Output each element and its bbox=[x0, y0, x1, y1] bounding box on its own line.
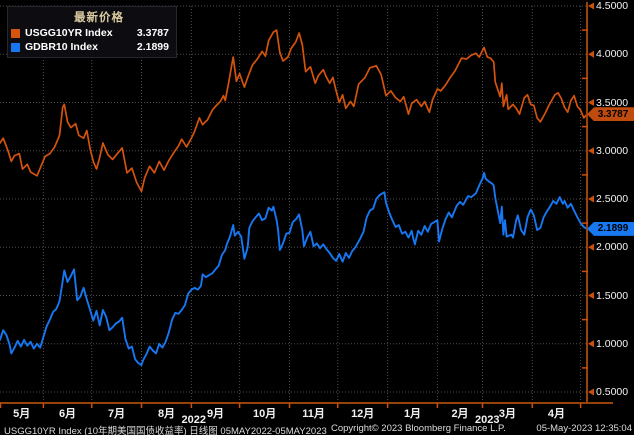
x-axis-month-label: 7月 bbox=[108, 408, 126, 420]
x-axis-month-label: 4月 bbox=[547, 408, 565, 420]
footer-bar: USGG10YR Index (10年期美国国债收益率) 日线图 05MAY20… bbox=[0, 423, 634, 435]
x-axis-month-label: 5月 bbox=[13, 408, 31, 420]
x-axis-month-label: 1月 bbox=[403, 408, 422, 420]
gdbr10-last-price-badge: 2.1899 bbox=[587, 221, 634, 236]
y-axis-tick-label: 2.5000 bbox=[596, 193, 629, 205]
footer-security-info: USGG10YR Index (10年期美国国债收益率) 日线图 05MAY20… bbox=[4, 426, 327, 435]
x-axis-year-label: 2022 bbox=[181, 414, 207, 426]
y-axis-tick-label: 0.5000 bbox=[596, 386, 629, 398]
y-axis-tick-label: 3.0000 bbox=[596, 144, 629, 157]
y-axis-tick-label: 2.0000 bbox=[596, 241, 629, 254]
legend-title: 最新价格 bbox=[74, 12, 124, 24]
y-axis-tick-label: 1.5000 bbox=[596, 289, 629, 302]
y-axis-tick-label: 4.0000 bbox=[596, 48, 629, 61]
usgg10yr-last-price-badge: 3.3787 bbox=[587, 107, 634, 122]
footer-timestamp: 05-May-2023 12:35:04 bbox=[536, 423, 632, 434]
legend-box: 最新价格 USGG10YR Index 3.3787 GDBR10 Index … bbox=[7, 6, 177, 58]
x-axis-month-label: 10月 bbox=[252, 408, 277, 420]
x-axis-year-label: 2023 bbox=[475, 414, 500, 426]
legend-label-usgg10yr: USGG10YR Index bbox=[25, 27, 113, 39]
footer-copyright: Copyright© 2023 Bloomberg Finance L.P. bbox=[331, 423, 506, 434]
y-axis-tick-label: 1.0000 bbox=[596, 337, 629, 350]
legend-item-usgg10yr: USGG10YR Index 3.3787 bbox=[11, 27, 169, 39]
y-axis-tick-label: 4.5000 bbox=[596, 0, 629, 12]
legend-label-gdbr10: GDBR10 Index bbox=[25, 41, 98, 53]
x-axis-month-label: 12月 bbox=[351, 408, 375, 420]
usgg10yr-color-chip-icon bbox=[11, 28, 20, 38]
legend-item-gdbr10: GDBR10 Index 2.1899 bbox=[11, 41, 169, 53]
x-axis-month-label: 8月 bbox=[157, 408, 176, 420]
gdbr10-color-chip-icon bbox=[11, 42, 20, 52]
x-axis-month-label: 9月 bbox=[206, 408, 225, 420]
x-axis-month-label: 2月 bbox=[451, 408, 469, 420]
legend-value-usgg10yr: 3.3787 bbox=[136, 27, 169, 39]
x-axis-month-label: 3月 bbox=[498, 408, 516, 420]
y-axis-tick-label: 3.5000 bbox=[596, 96, 629, 109]
legend-value-gdbr10: 2.1899 bbox=[136, 41, 169, 53]
x-axis-month-label: 11月 bbox=[302, 408, 325, 420]
x-axis-month-label: 6月 bbox=[58, 408, 77, 420]
